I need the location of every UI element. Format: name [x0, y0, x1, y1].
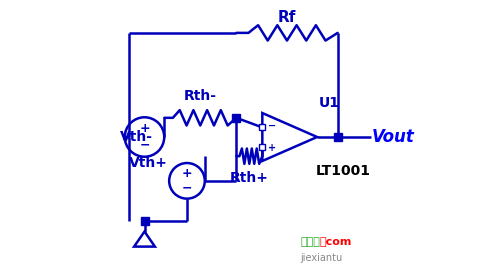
Text: ．com: ．com: [320, 237, 352, 247]
Text: −: −: [268, 121, 276, 131]
Text: −: −: [182, 182, 192, 195]
Text: 接线图: 接线图: [300, 237, 320, 247]
Text: U1: U1: [318, 96, 340, 110]
Text: Vth+: Vth+: [129, 156, 168, 170]
Text: +: +: [139, 122, 150, 135]
Text: Rth+: Rth+: [230, 171, 269, 185]
Text: Vth-: Vth-: [120, 130, 153, 144]
Text: Rf: Rf: [278, 10, 296, 25]
Text: Rth-: Rth-: [184, 89, 217, 103]
Text: −: −: [140, 139, 150, 152]
Text: +: +: [182, 167, 192, 180]
Text: LT1001: LT1001: [316, 164, 371, 178]
Text: +: +: [268, 143, 276, 153]
Text: Vout: Vout: [372, 128, 415, 146]
Text: jiexiantu: jiexiantu: [300, 253, 343, 263]
